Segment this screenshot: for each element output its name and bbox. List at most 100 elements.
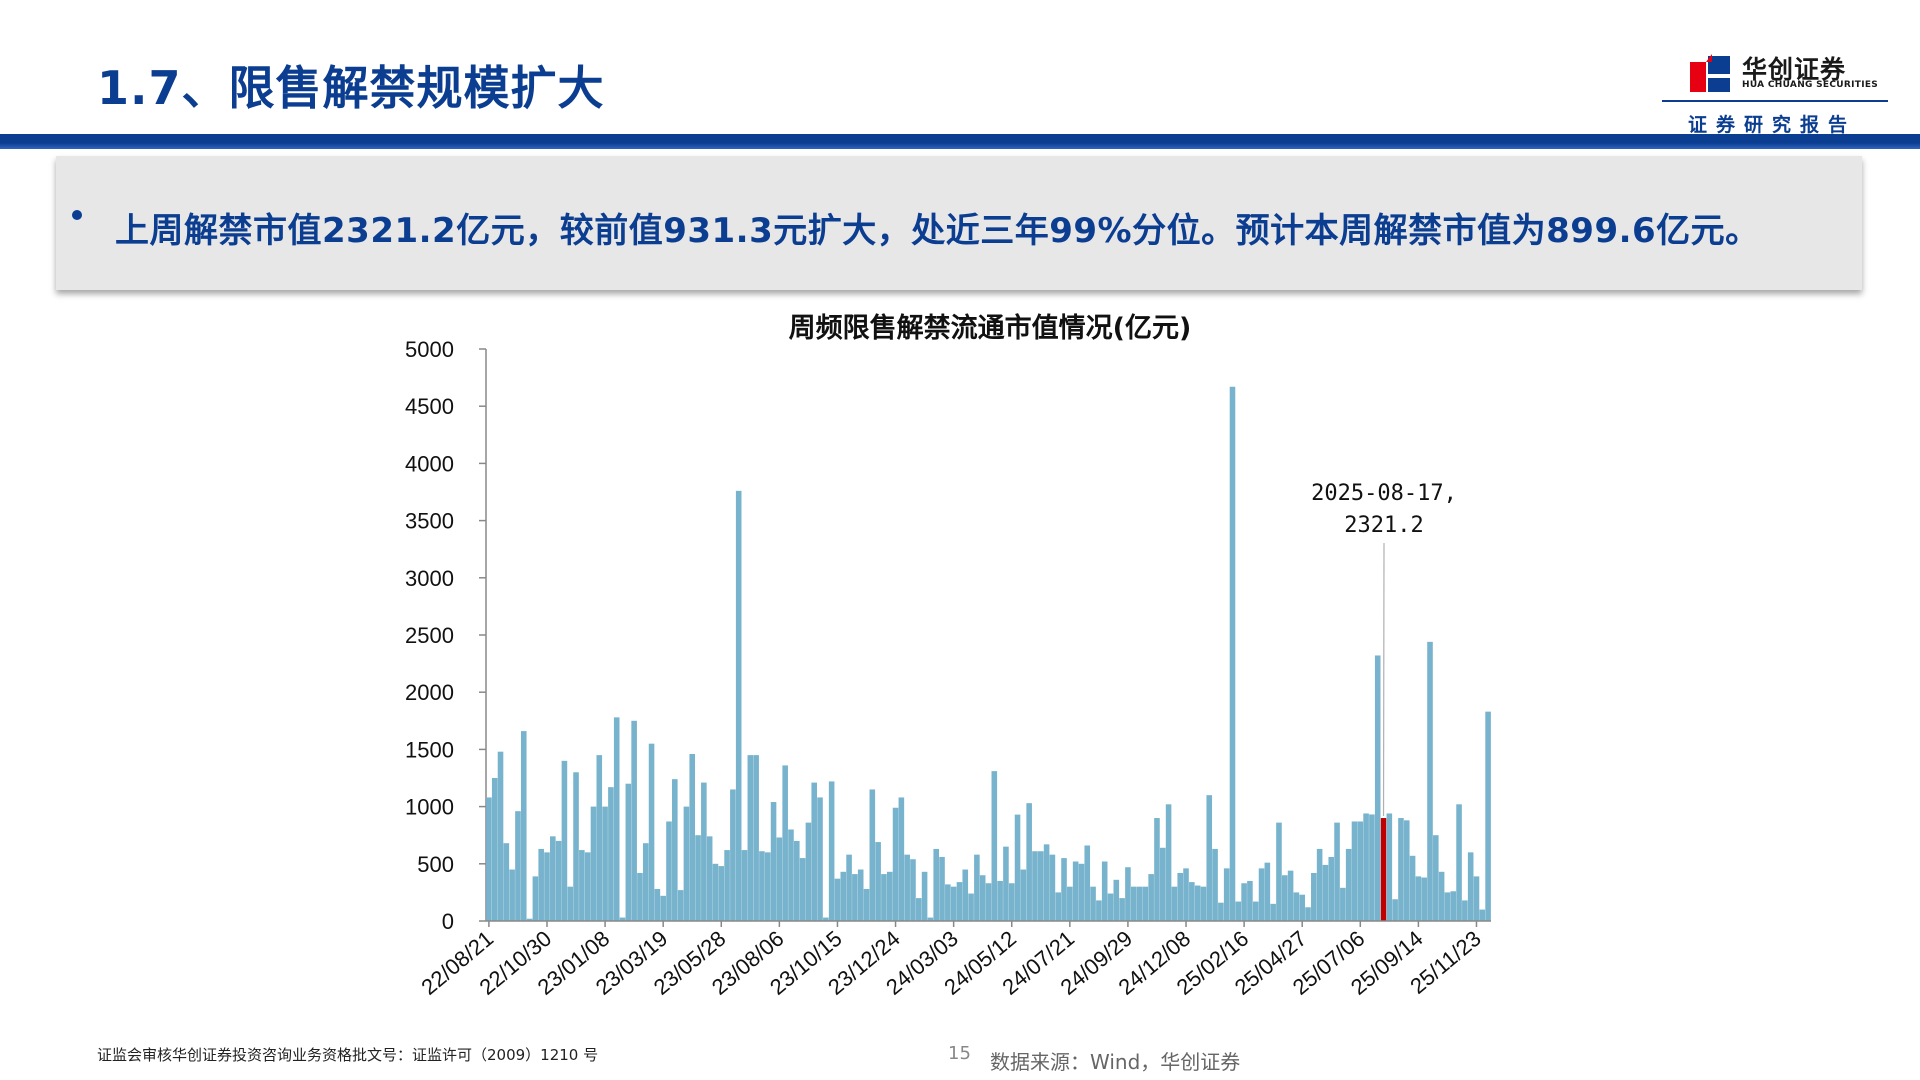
bar (910, 859, 916, 921)
bar (1061, 858, 1067, 921)
bar (706, 836, 713, 921)
bar (857, 869, 864, 921)
y-axis: 0 500 1000 1500 2000 2500 3000 3500 4000 4500 5000 (405, 337, 487, 934)
bar (945, 884, 951, 921)
bar (1125, 867, 1131, 921)
bars (486, 386, 1491, 921)
bar (520, 731, 527, 921)
bar (1212, 848, 1218, 921)
bar (1154, 818, 1160, 921)
report-subtitle: 证券研究报告 (1688, 114, 1857, 136)
bar (1229, 386, 1236, 921)
bar (1084, 845, 1091, 921)
bar (898, 797, 905, 921)
bar (1328, 856, 1335, 921)
y-tick-label: 0 (442, 909, 454, 934)
bar (1171, 886, 1178, 921)
bar (596, 755, 603, 921)
bar (712, 863, 719, 921)
bar (555, 840, 562, 921)
bar (1363, 813, 1369, 921)
bar (956, 882, 963, 921)
bar (939, 856, 945, 921)
bar (1270, 903, 1276, 921)
bar (689, 753, 696, 921)
bar (631, 720, 637, 921)
bar (1287, 870, 1294, 921)
bar (1096, 900, 1102, 921)
bar (869, 789, 876, 921)
bar (1357, 821, 1364, 921)
bar (985, 883, 992, 921)
bar (1473, 876, 1480, 921)
bar (503, 843, 510, 921)
bar (974, 854, 980, 921)
bar (1415, 876, 1422, 921)
bar (561, 760, 568, 921)
summary-text: 上周解禁市值2321.2亿元，较前值931.3元扩大，处近三年99%分位。预计本… (115, 211, 1760, 251)
y-tick-label: 1000 (405, 795, 454, 820)
bar (1316, 848, 1323, 921)
bar-chart: 周频限售解禁流通市值情况(亿元) 0 500 1000 1500 2000 2500 300… (405, 312, 1491, 1000)
bar (1194, 885, 1201, 921)
bar (1264, 862, 1271, 921)
bar (486, 797, 492, 921)
bar (637, 872, 643, 921)
annotation-value: 2321.2 (1344, 513, 1423, 538)
bar (1258, 868, 1265, 921)
bar (875, 842, 881, 921)
summary-box (56, 156, 1862, 290)
logo-text-en: HUA CHUANG SECURITIES (1742, 80, 1879, 90)
bar (753, 755, 759, 921)
highlight-annotation: 2025-08-17, 2321.2 (1311, 481, 1457, 817)
bar (817, 797, 823, 921)
bar (1421, 877, 1427, 921)
bar (921, 871, 928, 921)
page-number: 15 (948, 1043, 971, 1064)
license-note: 证监会审核华创证券投资咨询业务资格批文号：证监许可（2009）1210 号 (97, 1046, 599, 1064)
bar (491, 778, 498, 921)
bar (916, 898, 922, 921)
bar (1148, 874, 1154, 921)
bar (927, 917, 934, 921)
bar (1107, 893, 1114, 921)
bar (1130, 886, 1137, 921)
company-logo: 华创证券 HUA CHUANG SECURITIES (1688, 50, 1888, 96)
y-tick-label: 500 (417, 852, 454, 877)
bar (573, 772, 579, 921)
bar (695, 835, 701, 921)
bar (677, 890, 684, 921)
bar (1281, 875, 1288, 921)
bar (852, 874, 858, 921)
bar (759, 851, 765, 921)
data-source: 数据来源：Wind，华创证券 (990, 1050, 1241, 1074)
bar (1119, 898, 1125, 921)
bar (1467, 852, 1474, 921)
bar (828, 781, 835, 921)
bar (776, 837, 783, 921)
bar (886, 871, 893, 921)
bar (1189, 882, 1195, 921)
bar (1032, 851, 1038, 921)
bar (863, 888, 870, 921)
bar (1299, 894, 1305, 921)
bar (1479, 909, 1486, 921)
bar (1183, 868, 1189, 921)
y-tick-label: 1500 (405, 737, 454, 762)
bar (602, 806, 608, 921)
bar (532, 876, 539, 921)
x-axis: 22/08/2122/10/3023/01/0823/03/1923/05/28… (416, 920, 1491, 1000)
bar (1043, 844, 1050, 921)
y-tick-label: 4000 (405, 451, 454, 476)
y-tick-label: 3000 (405, 566, 454, 591)
bar (1369, 814, 1375, 921)
bar (509, 869, 515, 921)
bar (1235, 901, 1242, 921)
bar (579, 850, 585, 921)
bar (526, 918, 533, 921)
bar (672, 779, 678, 921)
bar (1433, 835, 1439, 921)
bar (625, 783, 632, 921)
bar (1485, 711, 1491, 921)
bar (642, 843, 649, 921)
